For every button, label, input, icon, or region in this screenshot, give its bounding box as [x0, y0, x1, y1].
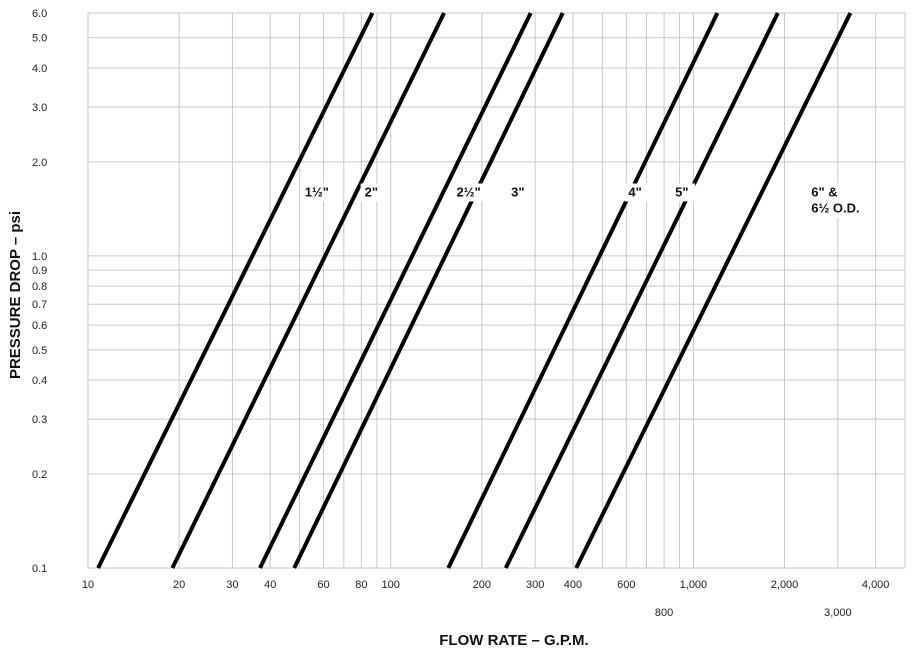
- y-axis-title: PRESSURE DROP – psi: [7, 211, 24, 379]
- y-tick-label: 0.3: [32, 414, 47, 426]
- y-tick-label: 3.0: [32, 102, 47, 114]
- series-line-6: [574, 12, 853, 569]
- series-line-2: [258, 12, 533, 569]
- y-tick-label: 0.5: [32, 345, 47, 357]
- y-tick-label: 0.1: [32, 563, 47, 575]
- x-tick-label: 20: [173, 579, 185, 591]
- x-tick-label: 4,000: [862, 579, 890, 591]
- x-tick-label: 1,000: [680, 579, 708, 591]
- y-tick-label: 0.8: [32, 281, 47, 293]
- x-tick-label: 400: [564, 579, 582, 591]
- x-tick-label: 600: [617, 579, 635, 591]
- x-tick-label: 100: [382, 579, 400, 591]
- series-line-3: [292, 12, 565, 569]
- series-label: 2½": [457, 184, 481, 199]
- series-line-4: [446, 12, 720, 569]
- y-tick-label: 4.0: [32, 63, 47, 75]
- y-tick-label: 0.6: [32, 320, 47, 332]
- chart-tick-labels: 6.0 5.0 4.0 3.0 2.0 1.0 0.9 0.8 0.7 0.6 0.5 0.4 0.3 0…: [32, 8, 889, 619]
- x-tick-label: 200: [473, 579, 491, 591]
- series-line-1: [170, 12, 446, 569]
- series-label-bg: [671, 183, 696, 202]
- series-label: 4": [628, 184, 641, 199]
- series-label-group: 6" &6½ O.D.: [807, 183, 872, 218]
- x-tick-label: 80: [355, 579, 367, 591]
- x-tick-label: 2,000: [771, 579, 799, 591]
- series-label: 1½": [305, 184, 329, 199]
- series-label-group: 2½": [452, 183, 485, 202]
- chart-grid: [87, 12, 906, 569]
- y-tick-label: 2.0: [32, 157, 47, 169]
- x-tick-label: 10: [82, 579, 94, 591]
- series-label-group: 1½": [300, 183, 333, 202]
- x-tick-label: 800: [655, 607, 673, 619]
- series-label-bg: [300, 183, 333, 202]
- series-label-bg: [452, 183, 485, 202]
- series-label-group: 3": [507, 183, 532, 202]
- series-label: 6½ O.D.: [811, 200, 859, 215]
- series-label: 6" &: [811, 184, 837, 199]
- chart-series-labels: 1½" 2" 2½" 3" 4" 5" 6" &6½ O.D.: [300, 183, 872, 218]
- x-tick-label: 300: [526, 579, 544, 591]
- x-tick-label: 30: [226, 579, 238, 591]
- series-label-bg: [624, 183, 649, 202]
- y-tick-label: 6.0: [32, 8, 47, 20]
- series-label: 5": [675, 184, 688, 199]
- y-tick-label: 1.0: [32, 251, 47, 263]
- x-tick-label: 60: [317, 579, 329, 591]
- y-tick-label: 0.4: [32, 375, 47, 387]
- series-label-group: 4": [624, 183, 649, 202]
- x-axis-title: FLOW RATE – G.P.M.: [439, 632, 588, 649]
- chart-series: [96, 12, 853, 569]
- series-label-bg: [807, 183, 872, 218]
- y-tick-label: 0.9: [32, 265, 47, 277]
- series-label-group: 5": [671, 183, 696, 202]
- y-tick-label: 0.2: [32, 469, 47, 481]
- series-label: 2": [365, 184, 378, 199]
- y-tick-label: 0.7: [32, 299, 47, 311]
- series-line-5: [504, 12, 780, 569]
- series-label-bg: [360, 183, 385, 202]
- x-tick-label: 40: [264, 579, 276, 591]
- x-tick-label: 3,000: [824, 607, 852, 619]
- series-label: 3": [511, 184, 524, 199]
- series-line-0: [96, 12, 375, 569]
- series-label-group: 2": [360, 183, 385, 202]
- series-label-bg: [507, 183, 532, 202]
- y-tick-label: 5.0: [32, 33, 47, 45]
